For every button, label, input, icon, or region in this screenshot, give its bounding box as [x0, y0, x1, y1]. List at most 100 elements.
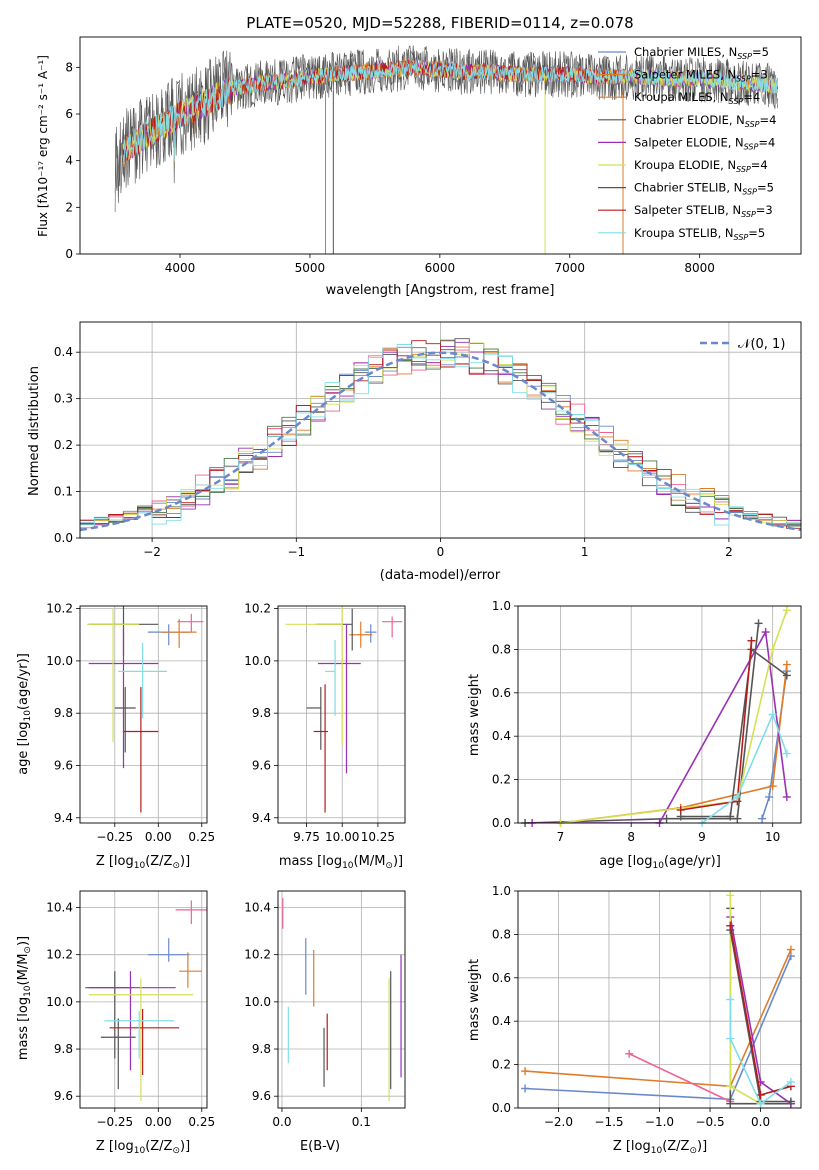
weight-vs-metallicity-panel: −2.0 −1.5 −1.0 −0.5 0.0 0.0 0.2 0.4 0.6 0.8 1.0	[492, 884, 802, 1129]
axes-frame	[79, 36, 802, 255]
x-tick-label: −1.5	[594, 1115, 623, 1129]
legend-label: Salpeter MILES, NSSP=3	[634, 68, 768, 84]
x-tick-label: 10.00	[325, 830, 359, 844]
x-tick-label: 1	[581, 545, 589, 559]
y-tick-label: 10.0	[46, 654, 73, 668]
legend-label: Chabrier STELIB, NSSP=5	[634, 181, 774, 197]
x-tick-label: −0.5	[695, 1115, 724, 1129]
y-tick-label: 9.4	[54, 811, 73, 825]
x-tick-label: −1	[287, 545, 305, 559]
axes-frame	[277, 605, 406, 824]
mass-vs-metallicity-panel: −0.25 0.00 0.25 9.6 9.8 10.0 10.2 10.4	[46, 890, 215, 1129]
spectrum-panel: PLATE=0520, MJD=52288, FIBERID=0114, z=0…	[36, 14, 802, 298]
gaussian-legend-label: 𝒩(0, 1)	[738, 337, 785, 352]
x-tick-label: 8	[627, 830, 635, 844]
x-tick-label: −0.25	[96, 830, 133, 844]
x-tick-label: 0.1	[352, 1115, 371, 1129]
y-tick-label: 10.0	[46, 995, 73, 1009]
y-tick-label: 8	[65, 60, 73, 74]
y-tick-label: 9.6	[252, 758, 271, 772]
y-tick-label: 10.0	[244, 654, 271, 668]
y-tick-label: 0.0	[492, 1101, 511, 1115]
axes-frame	[79, 605, 208, 824]
y-tick-label: 0.4	[492, 1014, 511, 1028]
y-tick-label: 0.4	[492, 729, 511, 743]
residuals-xlabel: (data-model)/error	[380, 568, 501, 583]
legend-label: Kroupa MILES, NSSP=4	[634, 90, 760, 106]
x-tick-label: 0.25	[188, 830, 215, 844]
mass-vs-z-ylabel: mass [log10(M/M⊙)]	[16, 936, 33, 1060]
mass-vs-ebv-panel: 0.0 0.1 9.6 9.8 10.0 10.2 10.4	[244, 890, 406, 1129]
x-tick-label: 8000	[684, 261, 715, 275]
y-tick-label: 6	[65, 107, 73, 121]
y-tick-label: 10.2	[244, 602, 271, 616]
x-tick-label: 0.0	[751, 1115, 770, 1129]
x-tick-label: 5000	[295, 261, 326, 275]
weight-line	[729, 999, 792, 1105]
mass-vs-ebv-xlabel: E(B-V)	[300, 1139, 340, 1154]
y-tick-label: 0.6	[492, 686, 511, 700]
age-vs-mass-panel: 9.75 10.00 10.25 9.4 9.6 9.8 10.0 10.2	[244, 602, 406, 844]
y-tick-label: 9.6	[252, 1089, 271, 1103]
x-tick-label: 0.0	[272, 1115, 291, 1129]
y-tick-label: 1.0	[492, 884, 511, 898]
y-tick-label: 0	[65, 247, 73, 261]
x-tick-label: −2.0	[544, 1115, 573, 1129]
weight-line	[680, 647, 788, 818]
x-tick-label: 10	[765, 830, 780, 844]
y-tick-label: 10.0	[244, 995, 271, 1009]
y-tick-label: 9.6	[54, 758, 73, 772]
weight-line	[701, 712, 788, 823]
x-tick-label: 6000	[425, 261, 456, 275]
x-tick-label: 0.25	[188, 1115, 215, 1129]
y-tick-label: 0.8	[492, 642, 511, 656]
y-tick-label: 0.2	[54, 438, 73, 452]
x-tick-label: −2	[143, 545, 161, 559]
x-tick-label: 9.75	[293, 830, 320, 844]
weight-line	[525, 623, 760, 823]
spectrum-xlabel: wavelength [Angstrom, rest frame]	[326, 283, 555, 298]
age-vs-z-xlabel: Z [log10(Z/Z⊙)]	[96, 854, 190, 871]
age-vs-metallicity-panel: −0.25 0.00 0.25 9.4 9.6 9.8 10.0 10.2	[46, 602, 215, 844]
legend-label: Salpeter ELODIE, NSSP=4	[634, 135, 775, 151]
spectrum-line	[122, 59, 778, 165]
y-tick-label: 10.2	[46, 602, 73, 616]
spectrum-ylabel: Flux [fλ10⁻¹⁷ erg cm⁻² s⁻¹ A⁻¹]	[36, 55, 50, 237]
x-tick-label: −0.25	[96, 1115, 133, 1129]
age-vs-mass-xlabel: mass [log10(M/M⊙)]	[279, 854, 403, 871]
weight-vs-age-ylabel: mass weight	[467, 674, 482, 756]
y-tick-label: 0.2	[492, 773, 511, 787]
y-tick-label: 0.4	[54, 345, 73, 359]
y-tick-label: 2	[65, 200, 73, 214]
spectrum-legend: Chabrier MILES, NSSP=5 Salpeter MILES, NS…	[598, 45, 776, 242]
x-tick-label: 10.25	[361, 830, 395, 844]
y-tick-label: 9.8	[252, 706, 271, 720]
y-tick-label: 9.8	[54, 1042, 73, 1056]
weight-line	[525, 949, 792, 1088]
x-tick-label: 0	[437, 545, 445, 559]
x-tick-label: 0.00	[145, 1115, 172, 1129]
axes-frame	[517, 605, 802, 824]
y-tick-label: 0.0	[54, 531, 73, 545]
legend-label: Salpeter STELIB, NSSP=3	[634, 203, 773, 219]
x-tick-label: 2	[725, 545, 733, 559]
weight-vs-z-xlabel: Z [log10(Z/Z⊙)]	[613, 1139, 707, 1156]
y-tick-label: 0.1	[54, 485, 73, 499]
x-tick-label: 9	[698, 830, 706, 844]
axes-frame	[277, 890, 406, 1109]
y-tick-label: 10.2	[46, 948, 73, 962]
y-tick-label: 4	[65, 154, 73, 168]
spectrum-line	[122, 59, 778, 158]
y-tick-label: 9.6	[54, 1089, 73, 1103]
spectrum-title: PLATE=0520, MJD=52288, FIBERID=0114, z=0…	[246, 14, 633, 32]
legend-label: Chabrier MILES, NSSP=5	[634, 45, 769, 61]
weight-line	[532, 629, 788, 823]
axes-frame	[79, 890, 208, 1109]
spectrum-line	[122, 60, 625, 163]
weight-vs-age-panel: 7 8 9 10 0.0 0.2 0.4 0.6 0.8 1.0	[492, 599, 802, 844]
mass-vs-z-xlabel: Z [log10(Z/Z⊙)]	[96, 1139, 190, 1156]
residuals-panel: −2 −1 0 1 2 0.0 0.1 0.2 0.3 0.4 (data-model)/erro…	[27, 321, 802, 583]
age-vs-z-ylabel: age [log10(age/yr)]	[16, 653, 33, 775]
weight-line	[628, 1053, 731, 1103]
